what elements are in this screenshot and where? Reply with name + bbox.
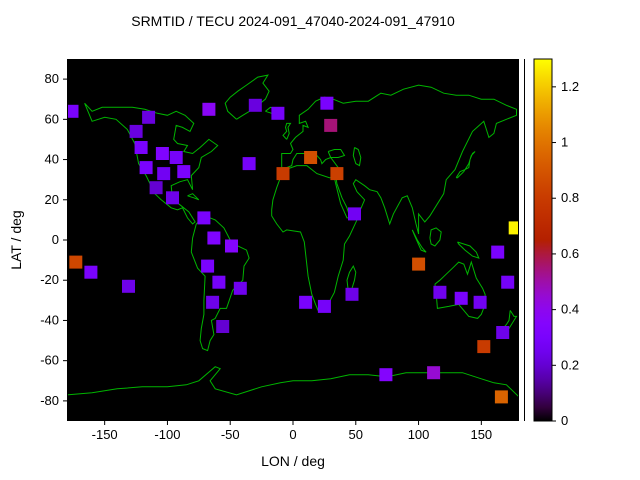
heat-cell xyxy=(69,255,83,269)
heat-cell xyxy=(320,96,334,110)
heat-cell xyxy=(324,118,338,132)
heat-cell xyxy=(202,102,216,116)
y-tick-label: 0 xyxy=(52,232,59,247)
heat-cell xyxy=(201,259,215,273)
heat-cell xyxy=(248,98,262,112)
heat-cell xyxy=(433,285,447,299)
x-axis-label: LON / deg xyxy=(261,453,325,469)
colorbar xyxy=(533,58,553,422)
heat-cell xyxy=(134,141,148,154)
x-tick-label: 100 xyxy=(408,427,430,442)
colorbar-tick-label: 0.8 xyxy=(561,190,579,205)
chart-title: SRMTID / TECU 2024-091_47040-2024-091_47… xyxy=(131,13,455,29)
heat-cell xyxy=(177,165,191,179)
heat-cell xyxy=(276,167,290,181)
colorbar-tick-label: 0 xyxy=(561,413,568,428)
heat-cell xyxy=(197,211,211,225)
y-tick-label: 20 xyxy=(45,192,59,207)
heat-cell xyxy=(233,281,247,295)
coastlines xyxy=(67,74,519,398)
heat-cell xyxy=(412,257,426,271)
x-tick-label: -150 xyxy=(92,427,118,442)
plot-border xyxy=(67,59,519,421)
heat-cell xyxy=(473,295,487,309)
heat-cells xyxy=(67,96,519,404)
y-tick-label: -60 xyxy=(40,353,59,368)
heat-cell xyxy=(508,221,519,235)
heat-cell xyxy=(299,295,313,309)
x-tick-label: 150 xyxy=(470,427,492,442)
heat-cell xyxy=(166,191,179,205)
heat-cell xyxy=(501,275,515,289)
heat-cell xyxy=(139,161,153,175)
heat-cell xyxy=(84,265,98,279)
heat-cell xyxy=(477,340,491,354)
y-tick-label: 80 xyxy=(45,71,59,86)
colorbar-tick-label: 0.6 xyxy=(561,246,579,261)
heat-cell xyxy=(212,275,226,289)
heat-cell xyxy=(304,151,318,164)
x-tick-label: 0 xyxy=(289,427,296,442)
heat-cell xyxy=(129,124,143,138)
heat-cell xyxy=(379,368,393,382)
colorbar-tick-label: 0.4 xyxy=(561,302,579,317)
heat-cell xyxy=(206,295,220,309)
heat-cell xyxy=(242,157,256,171)
plot-area xyxy=(67,59,519,421)
heat-cell xyxy=(494,390,508,404)
y-axis-label: LAT / deg xyxy=(8,210,24,270)
heat-cell xyxy=(317,299,331,313)
heat-cell xyxy=(454,291,468,305)
y-tick-label: 60 xyxy=(45,111,59,126)
x-tick-label: -50 xyxy=(221,427,240,442)
heat-cell xyxy=(122,279,135,293)
colorbar-tick-label: 1 xyxy=(561,135,568,150)
heat-cell xyxy=(348,207,361,221)
colorbar-tick-label: 1.2 xyxy=(561,79,579,94)
heat-cell xyxy=(216,320,230,333)
y-tick-label: -20 xyxy=(40,272,59,287)
heat-cell xyxy=(330,167,344,181)
heat-cell xyxy=(345,287,359,301)
heat-cell xyxy=(496,326,510,339)
x-tick-label: 50 xyxy=(349,427,363,442)
heat-cell xyxy=(142,110,156,124)
heat-cell xyxy=(491,245,505,259)
heat-cell xyxy=(169,151,183,164)
heat-cell xyxy=(157,167,171,181)
heat-cell xyxy=(271,106,285,120)
colorbar-tick-label: 0.2 xyxy=(561,357,579,372)
axes: -150 -100 -50 0 50 100 150 -80 -60 -40 -20 0 20 40 60 8… xyxy=(40,71,579,442)
y-tick-label: -80 xyxy=(40,393,59,408)
heat-cell xyxy=(67,104,79,118)
y-tick-label: -40 xyxy=(40,312,59,327)
heat-cell xyxy=(155,147,169,160)
heat-cell xyxy=(427,366,441,380)
x-tick-label: -100 xyxy=(154,427,180,442)
heat-cell xyxy=(225,239,238,253)
heat-cell xyxy=(207,231,221,245)
y-tick-label: 40 xyxy=(45,152,59,167)
heat-cell xyxy=(149,181,163,195)
